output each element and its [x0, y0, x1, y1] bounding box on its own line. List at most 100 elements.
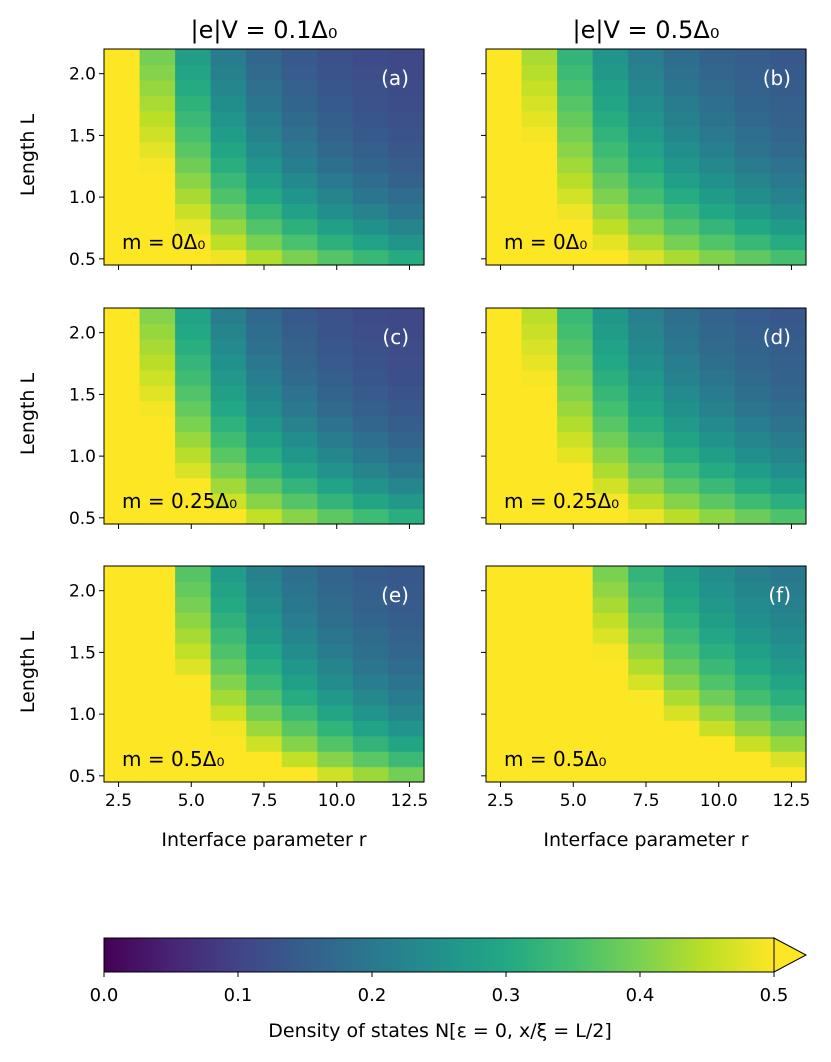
mass-annotation: m = 0.5Δ₀ — [122, 747, 224, 771]
heatmap-cell — [628, 477, 665, 494]
heatmap-cell — [628, 218, 665, 235]
heatmap-cell — [246, 446, 283, 463]
heatmap-cell — [281, 720, 318, 737]
heatmap-cell — [521, 323, 558, 340]
heatmap-cell — [628, 658, 665, 675]
heatmap-cell — [557, 612, 594, 629]
heatmap-cell — [281, 658, 318, 675]
heatmap-cell — [770, 400, 807, 417]
heatmap-cell — [557, 64, 594, 81]
heatmap-cell — [557, 689, 594, 706]
heatmap-cell — [592, 508, 629, 525]
heatmap-cell — [317, 720, 354, 737]
heatmap-cell — [210, 627, 247, 644]
heatmap-cell — [663, 766, 700, 783]
heatmap-cell — [104, 203, 141, 220]
heatmap-cell — [317, 612, 354, 629]
heatmap-cell — [734, 446, 772, 463]
heatmap-cell — [317, 369, 354, 386]
heatmap-cell — [628, 416, 665, 433]
heatmap-cell — [663, 751, 700, 768]
heatmap-cell — [104, 172, 141, 189]
heatmap-cell — [246, 493, 283, 510]
heatmap-cell — [352, 766, 390, 783]
heatmap-cell — [486, 126, 523, 143]
heatmap-cell — [388, 79, 425, 96]
heatmap-cell — [352, 596, 390, 613]
heatmap-cell — [352, 508, 390, 525]
heatmap-cell — [734, 566, 772, 583]
heatmap-cell — [210, 385, 247, 402]
heatmap-cell — [770, 704, 807, 721]
heatmap-cell — [486, 64, 523, 81]
heatmap-cell — [663, 157, 700, 174]
heatmap-cell — [734, 110, 772, 127]
heatmap-cell — [104, 385, 141, 402]
ylabel-row-2: Length L — [17, 373, 39, 456]
heatmap-cell — [104, 249, 141, 266]
heatmap-cell — [521, 566, 558, 583]
heatmap-cell — [175, 704, 212, 721]
heatmap-cell — [175, 95, 212, 112]
heatmap-cell — [281, 493, 318, 510]
heatmap-cell — [175, 658, 212, 675]
heatmap-cell — [770, 172, 807, 189]
heatmap-cell — [699, 49, 736, 66]
heatmap-cell — [663, 446, 700, 463]
heatmap-cell — [734, 323, 772, 340]
heatmap-cell — [770, 581, 807, 598]
panel-label: (a) — [381, 66, 409, 90]
heatmap-cell — [388, 126, 425, 143]
heatmap-cell — [317, 643, 354, 660]
heatmap-cell — [388, 735, 425, 752]
heatmap-cell — [592, 431, 629, 448]
heatmap-cell — [770, 431, 807, 448]
xlabel-left: Interface parameter r — [161, 829, 366, 851]
heatmap-cell — [352, 338, 390, 355]
heatmap-cell — [592, 234, 629, 251]
heatmap-cell — [175, 338, 212, 355]
heatmap-cell — [352, 446, 390, 463]
heatmap-cell — [210, 689, 247, 706]
heatmap-cell — [139, 234, 176, 251]
heatmap-cell — [175, 416, 212, 433]
heatmap-cell — [486, 766, 523, 783]
heatmap-cell — [246, 612, 283, 629]
heatmap-cell — [734, 493, 772, 510]
heatmap-cell — [699, 462, 736, 479]
heatmap-cell — [246, 338, 283, 355]
heatmap-cell — [246, 369, 283, 386]
heatmap-cell — [770, 338, 807, 355]
heatmap-cell — [486, 689, 523, 706]
heatmap-cell — [521, 643, 558, 660]
heatmap-cell — [139, 689, 176, 706]
heatmap-cell — [770, 218, 807, 235]
heatmap-cell — [557, 234, 594, 251]
heatmap-cell — [628, 581, 665, 598]
heatmap-cell — [699, 354, 736, 371]
heatmap-cell — [770, 234, 807, 251]
heatmap-cell — [521, 493, 558, 510]
heatmap-cell — [699, 766, 736, 783]
heatmap-cell — [770, 64, 807, 81]
heatmap-panel-e: 0.5 1.0 1.5 2.0 2.5 5.0 7.5 10.0 12.5 (e) m = 0.5Δ… — [69, 565, 428, 811]
heatmap-cell — [663, 385, 700, 402]
heatmap-cell — [281, 110, 318, 127]
heatmap-cell — [246, 704, 283, 721]
heatmap-cell — [592, 477, 629, 494]
heatmap-cell — [139, 751, 176, 768]
heatmap-cell — [246, 566, 283, 583]
x-tick-label: 5.0 — [178, 791, 205, 811]
heatmap-cell — [317, 203, 354, 220]
heatmap-cell — [317, 187, 354, 204]
heatmap-cell — [139, 203, 176, 220]
heatmap-cell — [210, 431, 247, 448]
heatmap-cell — [699, 110, 736, 127]
heatmap-cell — [104, 95, 141, 112]
heatmap-cell — [175, 446, 212, 463]
heatmap-cell — [734, 735, 772, 752]
heatmap-cell — [317, 689, 354, 706]
heatmap-cell — [175, 766, 212, 783]
heatmap-cell — [175, 64, 212, 81]
heatmap-cell — [104, 612, 141, 629]
